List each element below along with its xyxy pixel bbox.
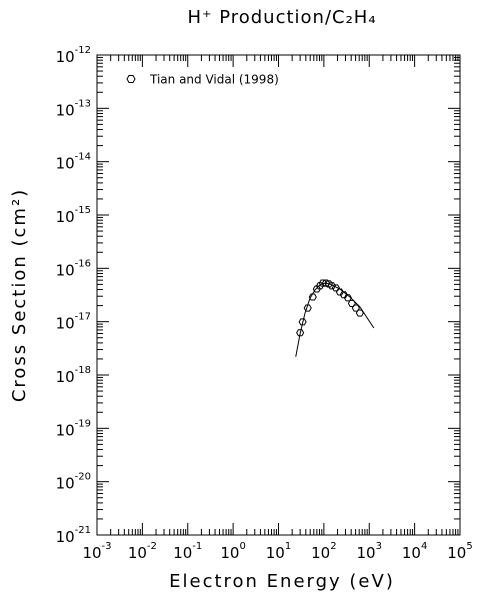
tick-label: 10-13 [56, 98, 91, 119]
data-point [308, 293, 317, 301]
tick-label: 10-12 [56, 45, 91, 66]
chart-title: H⁺ Production/C₂H₄ [187, 7, 376, 28]
tick-label: 105 [447, 541, 472, 562]
y-axis-label: Cross Section (cm²) [9, 188, 30, 402]
tick-label: 10-17 [56, 312, 91, 333]
data-point [315, 282, 325, 290]
tick-label: 100 [220, 541, 245, 562]
legend-label: Tian and Vidal (1998) [149, 73, 279, 87]
tick-label: 102 [311, 541, 336, 562]
x-axis-label: Electron Energy (eV) [169, 571, 395, 592]
tick-label: 101 [266, 541, 291, 562]
tick-label: 10-14 [56, 152, 91, 173]
data-point [327, 282, 336, 290]
tick-label: 10-19 [56, 418, 91, 439]
tick-label: 104 [402, 541, 427, 562]
legend-marker [126, 75, 136, 83]
data-point [335, 288, 344, 296]
data-point [324, 280, 333, 288]
tick-label: 10-15 [56, 205, 91, 226]
data-point [303, 304, 312, 312]
tick-label: 10-2 [128, 541, 157, 562]
tick-label: 10-20 [56, 472, 91, 493]
tick-label: 10-1 [173, 541, 202, 562]
data-point [331, 284, 340, 292]
tick-label: 10-18 [56, 365, 91, 386]
tick-label: 10-3 [82, 541, 111, 562]
tick-label: 10-21 [56, 525, 91, 546]
fit-line [295, 282, 375, 357]
tick-label: 10-16 [56, 258, 91, 279]
plot-frame [96, 54, 461, 536]
data-point [321, 279, 331, 287]
data-point [298, 318, 307, 326]
data-point [296, 329, 305, 337]
tick-label: 103 [357, 541, 382, 562]
data-point [339, 291, 348, 299]
